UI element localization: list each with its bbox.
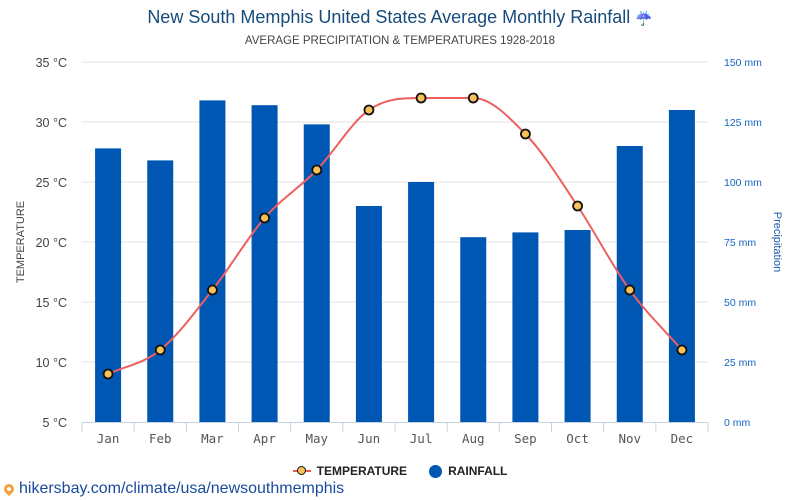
y-left-tick-label: 5 °C — [43, 416, 67, 430]
temperature-points — [102, 92, 688, 380]
y-axis-left-title: TEMPERATURE — [15, 201, 27, 283]
temperature-point-jun[interactable] — [363, 104, 375, 116]
temperature-point-nov[interactable] — [624, 284, 636, 296]
legend-label-rainfall: RAINFALL — [448, 464, 508, 478]
x-tick-label: Oct — [566, 431, 589, 446]
temperature-point-apr[interactable] — [259, 212, 270, 224]
temperature-point-aug[interactable] — [467, 92, 479, 104]
rainfall-bar-jun[interactable] — [355, 206, 382, 422]
rainfall-bar-jul[interactable] — [408, 182, 435, 422]
x-tick-label: Mar — [201, 431, 224, 446]
y-left-tick-label: 25 °C — [36, 176, 67, 190]
y-left-tick-label: 35 °C — [36, 56, 67, 70]
umbrella-rain-icon: ☔ — [635, 10, 653, 26]
temperature-line — [107, 97, 683, 375]
legend-item-rainfall[interactable]: RAINFALL — [429, 464, 507, 478]
y-right-tick-label: 150 mm — [724, 57, 762, 69]
temperature-point-mar[interactable] — [207, 284, 218, 296]
rainfall-bar-feb[interactable] — [147, 160, 174, 422]
y-left-tick-label: 20 °C — [36, 236, 67, 250]
x-tick-label: Jan — [97, 431, 120, 446]
rainfall-bars — [95, 100, 695, 423]
rainfall-dot-icon — [429, 464, 443, 478]
y-right-tick-label: 0 mm — [724, 417, 751, 429]
source-link-text[interactable]: hikersbay.com/climate/usa/newsouthmemphi… — [19, 480, 345, 497]
y-right-tick-label: 125 mm — [724, 117, 762, 129]
chart-subtitle: AVERAGE PRECIPITATION & TEMPERATURES 192… — [244, 35, 556, 47]
temperature-point-sep[interactable] — [520, 128, 531, 140]
x-tick-label: Dec — [671, 431, 694, 446]
y-right-tick-label: 100 mm — [724, 177, 762, 189]
rainfall-bar-aug[interactable] — [460, 237, 487, 422]
temperature-point-feb[interactable] — [154, 344, 166, 356]
legend-label-temperature: TEMPERATURE — [316, 464, 408, 478]
x-tick-label: May — [305, 431, 328, 446]
temperature-point-oct[interactable] — [572, 200, 583, 212]
chart-title: New South Memphis United States Average … — [0, 7, 800, 28]
rainfall-bar-oct[interactable] — [564, 230, 591, 422]
rainfall-bar-sep[interactable] — [512, 232, 539, 422]
temperature-point-dec[interactable] — [676, 344, 688, 356]
temperature-point-jan[interactable] — [102, 368, 114, 380]
gridlines — [82, 61, 708, 363]
x-tick-label: Apr — [253, 431, 276, 446]
y-right-tick-label: 75 mm — [724, 237, 756, 249]
x-tick-label: Aug — [462, 431, 485, 446]
y-left-tick-label: 15 °C — [36, 296, 67, 310]
x-tick-label: Nov — [618, 431, 641, 446]
legend: TEMPERATURE RAINFALL — [0, 464, 800, 478]
temperature-point-jul[interactable] — [415, 92, 427, 104]
y-axis-right: 150 mm 125 mm 100 mm 75 mm 50 mm 25 mm 0 mm — [724, 57, 762, 429]
rainfall-bar-jan[interactable] — [95, 148, 122, 422]
rainfall-bar-mar[interactable] — [199, 100, 226, 423]
temperature-point-may[interactable] — [311, 164, 323, 176]
temperature-marker-icon — [292, 465, 311, 477]
y-left-tick-label: 30 °C — [36, 116, 67, 130]
y-left-tick-label: 10 °C — [36, 356, 67, 370]
source-link[interactable]: hikersbay.com/climate/usa/newsouthmemphi… — [1, 480, 345, 498]
x-tick-label: Sep — [514, 431, 537, 446]
y-right-tick-label: 25 mm — [724, 357, 756, 369]
rainfall-bar-nov[interactable] — [616, 146, 643, 422]
y-axis-right-title: Precipitation — [771, 212, 783, 273]
x-axis: Jan Feb Mar Apr May Jun Jul Aug Sep Oct Nov Dec — [81, 422, 709, 446]
x-tick-label: Feb — [149, 431, 172, 446]
rainfall-bar-apr[interactable] — [251, 105, 278, 422]
legend-item-temperature[interactable]: TEMPERATURE — [292, 464, 408, 478]
x-tick-label: Jul — [410, 431, 433, 446]
chart-title-text: New South Memphis United States Average … — [147, 7, 631, 27]
location-pin-icon — [1, 481, 17, 497]
y-axis-left: 35 °C 30 °C 25 °C 20 °C 15 °C 10 °C 5 °C — [36, 56, 67, 430]
y-right-tick-label: 50 mm — [724, 297, 756, 309]
rainfall-bar-dec[interactable] — [668, 110, 695, 422]
x-tick-label: Jun — [358, 431, 381, 446]
